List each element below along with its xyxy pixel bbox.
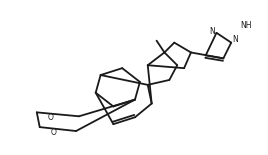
Text: NH: NH — [240, 21, 252, 30]
Text: O: O — [51, 128, 57, 137]
Text: N: N — [232, 35, 238, 44]
Text: N: N — [209, 27, 214, 36]
Text: O: O — [48, 113, 54, 122]
